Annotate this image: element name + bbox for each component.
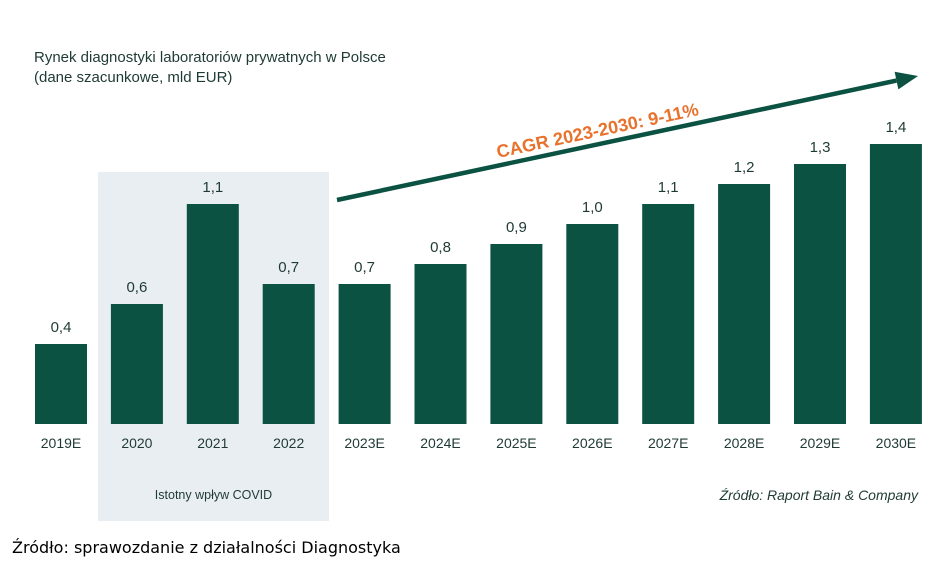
- x-tick-2028e: 2028E: [724, 435, 764, 451]
- bar-2022: [262, 284, 315, 424]
- x-tick-2029e: 2029E: [800, 435, 840, 451]
- x-tick-2023e: 2023E: [344, 435, 384, 451]
- value-labels-group: 0,4 0,6 1,1 0,7 0,7 0,8 0,9 1,0 1,1 1,2 1,3 1,4: [51, 119, 907, 336]
- cagr-arrow-head: [894, 71, 918, 90]
- x-tick-2022: 2022: [273, 435, 304, 451]
- value-label-2021: 1,1: [202, 179, 223, 196]
- bar-2027e: [642, 204, 695, 424]
- x-tick-2027e: 2027E: [648, 435, 688, 451]
- bars-group: [35, 144, 922, 424]
- cagr-trend-arrow: [336, 78, 897, 203]
- bar-2026e: [566, 224, 619, 424]
- bar-2021: [186, 204, 239, 424]
- value-label-2025e: 0,9: [506, 219, 527, 236]
- x-tick-2026e: 2026E: [572, 435, 612, 451]
- value-label-2024e: 0,8: [430, 239, 451, 256]
- bar-2029e: [794, 164, 846, 424]
- covid-region-label: Istotny wpływ COVID: [155, 488, 272, 502]
- chart-source-note: Źródło: Raport Bain & Company: [719, 487, 919, 503]
- x-tick-2030e: 2030E: [876, 435, 916, 451]
- value-label-2029e: 1,3: [810, 139, 831, 156]
- x-tick-2019e: 2019E: [41, 435, 81, 451]
- x-tick-2021: 2021: [197, 435, 228, 451]
- value-label-2022: 0,7: [278, 259, 299, 276]
- x-tick-2020: 2020: [121, 435, 152, 451]
- x-tick-labels-group: 2019E 2020 2021 2022 2023E 2024E 2025E 2026E 202…: [41, 435, 916, 451]
- bar-2030e: [869, 144, 922, 424]
- value-label-2023e: 0,7: [354, 259, 375, 276]
- bar-2023e: [338, 284, 391, 424]
- x-tick-2024e: 2024E: [420, 435, 460, 451]
- bar-2020: [110, 304, 163, 424]
- x-tick-2025e: 2025E: [496, 435, 536, 451]
- bar-2028e: [718, 184, 771, 424]
- bar-2024e: [414, 264, 467, 424]
- value-label-2030e: 1,4: [885, 119, 906, 136]
- bar-2025e: [490, 244, 543, 424]
- value-label-2019e: 0,4: [51, 319, 72, 336]
- bar-2019e: [35, 344, 87, 424]
- value-label-2027e: 1,1: [658, 179, 679, 196]
- chart-subtitle: (dane szacunkowe, mld EUR): [34, 69, 232, 86]
- value-label-2026e: 1,0: [582, 199, 603, 216]
- value-label-2028e: 1,2: [734, 159, 755, 176]
- figure-caption: Źródło: sprawozdanie z działalności Diag…: [12, 538, 401, 557]
- value-label-2020: 0,6: [126, 279, 147, 296]
- chart-title: Rynek diagnostyki laboratoriów prywatnyc…: [34, 49, 386, 66]
